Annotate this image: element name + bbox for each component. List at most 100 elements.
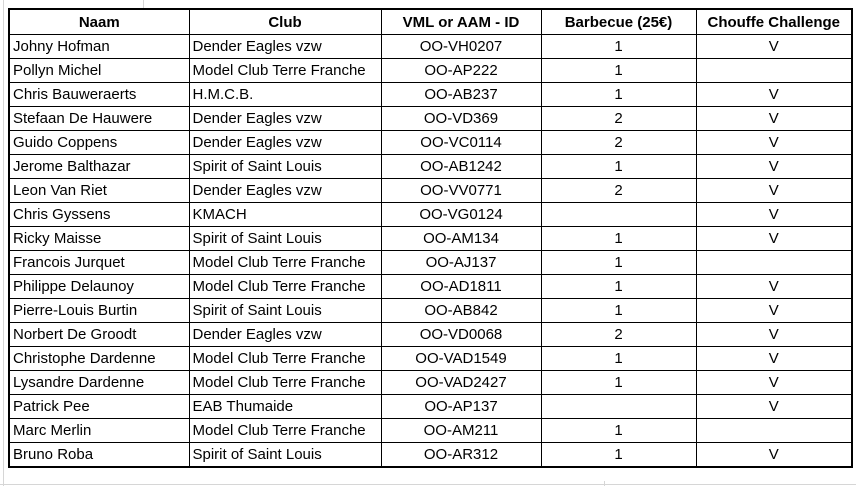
cell-naam[interactable]: Stefaan De Hauwere (8, 106, 190, 131)
cell-barbecue[interactable]: 1 (540, 418, 697, 443)
cell-chouffe-challenge[interactable]: V (695, 154, 853, 179)
cell-vml-aam-id[interactable]: OO-VG0124 (380, 202, 542, 227)
cell-club[interactable]: Dender Eagles vzw (188, 130, 382, 155)
cell-vml-aam-id[interactable]: OO-VC0114 (380, 130, 542, 155)
cell-naam[interactable]: Norbert De Groodt (8, 322, 190, 347)
cell-vml-aam-id[interactable]: OO-VV0771 (380, 178, 542, 203)
cell-vml-aam-id[interactable]: OO-VAD2427 (380, 370, 542, 395)
cell-naam[interactable]: Pierre-Louis Burtin (8, 298, 190, 323)
cell-club[interactable]: Spirit of Saint Louis (188, 442, 382, 468)
cell-barbecue[interactable]: 2 (540, 322, 697, 347)
cell-club[interactable]: Dender Eagles vzw (188, 322, 382, 347)
cell-vml-aam-id[interactable]: OO-AP137 (380, 394, 542, 419)
cell-chouffe-challenge[interactable]: V (695, 322, 853, 347)
cell-barbecue[interactable]: 2 (540, 130, 697, 155)
cell-barbecue[interactable]: 1 (540, 34, 697, 59)
cell-club[interactable]: KMACH (188, 202, 382, 227)
sheet-gridline-left (3, 0, 4, 486)
cell-naam[interactable]: Pollyn Michel (8, 58, 190, 83)
cell-naam[interactable]: Guido Coppens (8, 130, 190, 155)
cell-club[interactable]: Dender Eagles vzw (188, 106, 382, 131)
cell-naam[interactable]: Ricky Maisse (8, 226, 190, 251)
cell-vml-aam-id[interactable]: OO-AM211 (380, 418, 542, 443)
cell-naam[interactable]: Jerome Balthazar (8, 154, 190, 179)
column-header-barbecue[interactable]: Barbecue (25€) (540, 8, 697, 35)
cell-naam[interactable]: Marc Merlin (8, 418, 190, 443)
cell-chouffe-challenge[interactable]: V (695, 106, 853, 131)
cell-chouffe-challenge[interactable] (695, 418, 853, 443)
cell-club[interactable]: Spirit of Saint Louis (188, 154, 382, 179)
cell-club[interactable]: Spirit of Saint Louis (188, 226, 382, 251)
cell-chouffe-challenge[interactable] (695, 58, 853, 83)
cell-club[interactable]: Dender Eagles vzw (188, 178, 382, 203)
cell-chouffe-challenge[interactable]: V (695, 298, 853, 323)
cell-barbecue[interactable]: 1 (540, 298, 697, 323)
cell-vml-aam-id[interactable]: OO-AR312 (380, 442, 542, 468)
cell-barbecue[interactable]: 1 (540, 250, 697, 275)
column-header-vml-aam-id[interactable]: VML or AAM - ID (380, 8, 542, 35)
column-header-naam[interactable]: Naam (8, 8, 190, 35)
cell-chouffe-challenge[interactable]: V (695, 34, 853, 59)
cell-barbecue[interactable]: 1 (540, 226, 697, 251)
cell-chouffe-challenge[interactable]: V (695, 82, 853, 107)
cell-club[interactable]: Model Club Terre Franche (188, 274, 382, 299)
cell-vml-aam-id[interactable]: OO-AB237 (380, 82, 542, 107)
cell-barbecue[interactable]: 1 (540, 346, 697, 371)
cell-vml-aam-id[interactable]: OO-VH0207 (380, 34, 542, 59)
cell-barbecue[interactable]: 2 (540, 106, 697, 131)
cell-vml-aam-id[interactable]: OO-AM134 (380, 226, 542, 251)
cell-barbecue[interactable] (540, 394, 697, 419)
cell-club[interactable]: Spirit of Saint Louis (188, 298, 382, 323)
cell-naam[interactable]: Francois Jurquet (8, 250, 190, 275)
column-header-chouffe-challenge[interactable]: Chouffe Challenge (695, 8, 853, 35)
table-row: Lysandre Dardenne Model Club Terre Franch… (8, 370, 853, 395)
cell-club[interactable]: Model Club Terre Franche (188, 250, 382, 275)
cell-vml-aam-id[interactable]: OO-AP222 (380, 58, 542, 83)
column-header-club[interactable]: Club (188, 8, 382, 35)
cell-club[interactable]: Model Club Terre Franche (188, 418, 382, 443)
cell-chouffe-challenge[interactable]: V (695, 274, 853, 299)
table-row: Ricky Maisse Spirit of Saint Louis OO-AM13… (8, 226, 853, 251)
cell-barbecue[interactable]: 2 (540, 178, 697, 203)
cell-club[interactable]: Model Club Terre Franche (188, 370, 382, 395)
cell-vml-aam-id[interactable]: OO-VD369 (380, 106, 542, 131)
cell-club[interactable]: EAB Thumaide (188, 394, 382, 419)
table-row: Pollyn Michel Model Club Terre Franche OO-… (8, 58, 853, 83)
cell-chouffe-challenge[interactable] (695, 250, 853, 275)
cell-barbecue[interactable]: 1 (540, 154, 697, 179)
cell-vml-aam-id[interactable]: OO-AD1811 (380, 274, 542, 299)
cell-club[interactable]: H.M.C.B. (188, 82, 382, 107)
cell-naam[interactable]: Chris Gyssens (8, 202, 190, 227)
table-row: Philippe Delaunoy Model Club Terre Franch… (8, 274, 853, 299)
cell-chouffe-challenge[interactable]: V (695, 370, 853, 395)
cell-chouffe-challenge[interactable]: V (695, 394, 853, 419)
cell-vml-aam-id[interactable]: OO-VD0068 (380, 322, 542, 347)
cell-barbecue[interactable]: 1 (540, 58, 697, 83)
cell-chouffe-challenge[interactable]: V (695, 346, 853, 371)
cell-naam[interactable]: Lysandre Dardenne (8, 370, 190, 395)
cell-club[interactable]: Dender Eagles vzw (188, 34, 382, 59)
cell-naam[interactable]: Christophe Dardenne (8, 346, 190, 371)
cell-chouffe-challenge[interactable]: V (695, 178, 853, 203)
cell-barbecue[interactable] (540, 202, 697, 227)
cell-vml-aam-id[interactable]: OO-AJ137 (380, 250, 542, 275)
cell-club[interactable]: Model Club Terre Franche (188, 346, 382, 371)
cell-naam[interactable]: Patrick Pee (8, 394, 190, 419)
cell-naam[interactable]: Johny Hofman (8, 34, 190, 59)
cell-naam[interactable]: Leon Van Riet (8, 178, 190, 203)
cell-chouffe-challenge[interactable]: V (695, 130, 853, 155)
cell-vml-aam-id[interactable]: OO-AB842 (380, 298, 542, 323)
cell-vml-aam-id[interactable]: OO-VAD1549 (380, 346, 542, 371)
cell-chouffe-challenge[interactable]: V (695, 226, 853, 251)
cell-club[interactable]: Model Club Terre Franche (188, 58, 382, 83)
cell-chouffe-challenge[interactable]: V (695, 442, 853, 468)
cell-vml-aam-id[interactable]: OO-AB1242 (380, 154, 542, 179)
cell-naam[interactable]: Philippe Delaunoy (8, 274, 190, 299)
cell-chouffe-challenge[interactable]: V (695, 202, 853, 227)
cell-naam[interactable]: Bruno Roba (8, 442, 190, 468)
cell-barbecue[interactable]: 1 (540, 370, 697, 395)
cell-naam[interactable]: Chris Bauweraerts (8, 82, 190, 107)
cell-barbecue[interactable]: 1 (540, 442, 697, 468)
cell-barbecue[interactable]: 1 (540, 274, 697, 299)
cell-barbecue[interactable]: 1 (540, 82, 697, 107)
